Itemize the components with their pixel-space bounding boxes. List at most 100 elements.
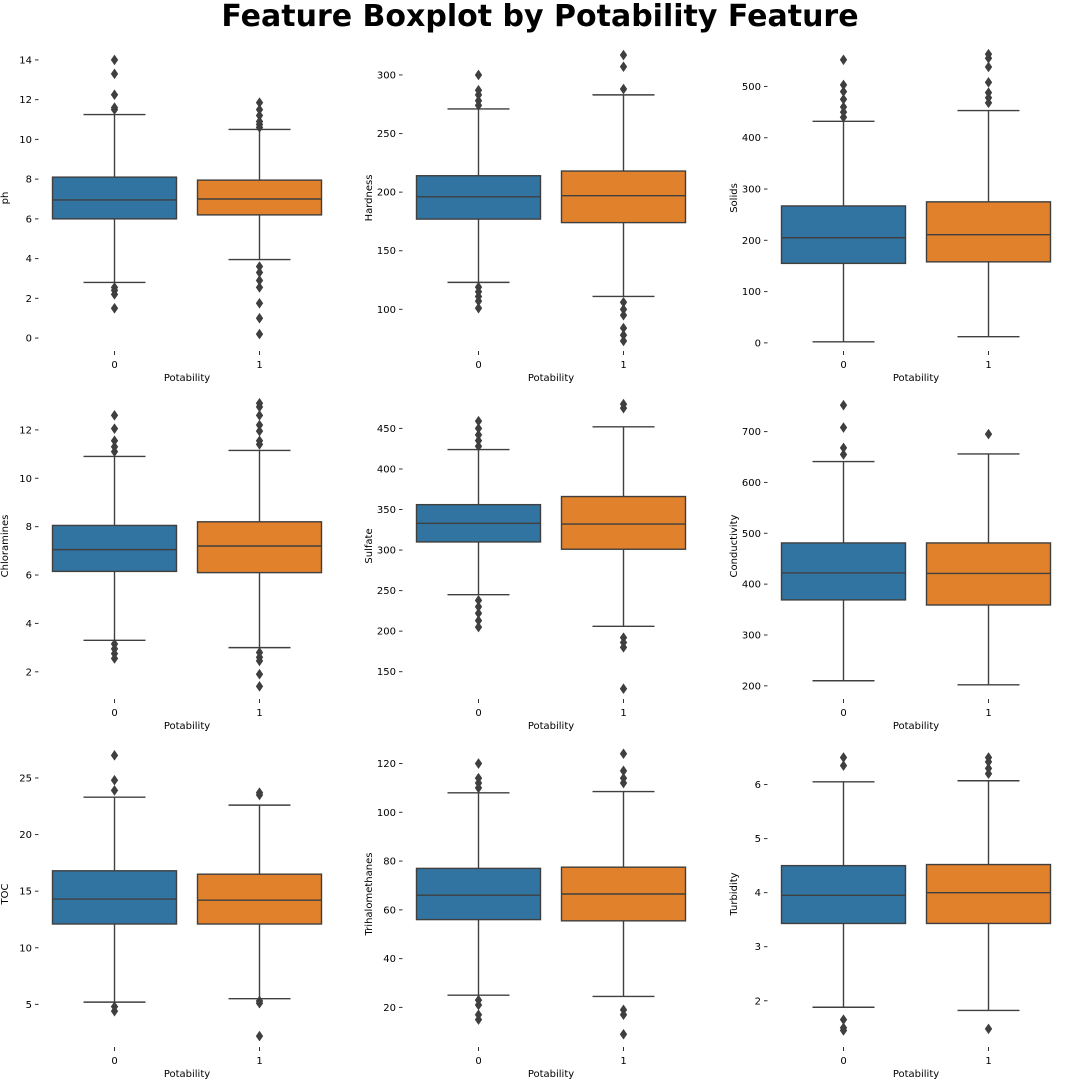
- outlier-point: [110, 302, 119, 314]
- iqr-box: [51, 524, 178, 573]
- y-tick-label: 100: [377, 808, 396, 819]
- y-tick-label: 300: [742, 630, 761, 641]
- outlier-point: [110, 102, 119, 113]
- box-0: [415, 69, 542, 314]
- y-tick-label: 350: [377, 505, 396, 516]
- outlier-point: [984, 763, 993, 774]
- outlier-point: [474, 772, 483, 784]
- y-tick-label: 60: [383, 905, 396, 916]
- box-1: [925, 428, 1052, 686]
- subplot-trihalomethanes: 20 40 60 80 100 120 Trihalomethanes 0 1 Potabilit…: [364, 748, 687, 1080]
- outlier-point: [110, 441, 119, 453]
- box-0: [51, 750, 178, 1017]
- outlier-point: [474, 758, 483, 769]
- iqr-box: [196, 873, 323, 925]
- y-tick-label: 150: [377, 246, 396, 257]
- x-tick-label: 1: [620, 360, 626, 371]
- y-tick-label: 4: [755, 888, 761, 899]
- outlier-point: [110, 68, 119, 80]
- x-tick-label: 1: [985, 708, 991, 719]
- y-axis-label: Sulfate: [364, 528, 375, 563]
- subplot-ph: 0 2 4 6 8 10 12 14 ph 0 1 Potability: [0, 54, 323, 384]
- subplot-chloramines: 2 4 6 8 10 12 Chloramines 0 1 Potability: [0, 397, 323, 732]
- outlier-point: [255, 282, 264, 293]
- x-tick-label: 1: [985, 360, 991, 371]
- outlier-point: [984, 768, 993, 780]
- outlier-point: [255, 410, 264, 421]
- subplot-conductivity: 200 300 400 500 600 700 Conductivity 0 1 Potabili…: [729, 399, 1052, 732]
- y-tick-label: 40: [383, 954, 396, 965]
- outlier-point: [474, 440, 483, 452]
- outlier-point: [839, 86, 848, 97]
- y-tick-label: 12: [19, 425, 32, 436]
- outlier-point: [839, 752, 848, 763]
- outlier-point: [255, 397, 264, 409]
- y-tick-label: 600: [742, 478, 761, 489]
- y-axis-label: Hardness: [364, 175, 375, 222]
- box-0: [415, 415, 542, 633]
- outlier-point: [984, 1023, 993, 1035]
- box-1: [196, 97, 323, 340]
- outlier-point: [255, 110, 264, 121]
- x-tick-label: 0: [840, 360, 846, 371]
- x-axis-label: Potability: [528, 721, 574, 732]
- box-0: [51, 410, 178, 664]
- outlier-point: [474, 84, 483, 96]
- outlier-point: [110, 423, 119, 434]
- y-tick-label: 120: [377, 759, 396, 770]
- outlier-point: [255, 435, 264, 447]
- x-tick-label: 1: [620, 1056, 626, 1067]
- y-tick-label: 6: [755, 780, 761, 791]
- outlier-point: [255, 328, 264, 340]
- iqr-box: [925, 863, 1052, 925]
- subplot-toc: 5 10 15 20 25 TOC 0 1 Potability: [0, 750, 323, 1080]
- outlier-point: [255, 1030, 264, 1042]
- iqr-box: [51, 176, 178, 220]
- outlier-point: [984, 77, 993, 88]
- y-tick-label: 100: [377, 305, 396, 316]
- y-tick-label: 12: [19, 95, 32, 106]
- outlier-point: [474, 95, 483, 107]
- box-0: [780, 54, 907, 343]
- outlier-point: [619, 1028, 628, 1040]
- iqr-box: [925, 201, 1052, 263]
- iqr-box: [560, 495, 687, 550]
- outlier-point: [255, 297, 264, 309]
- y-tick-label: 300: [377, 546, 396, 557]
- y-tick-label: 200: [742, 681, 761, 692]
- y-tick-label: 10: [19, 943, 32, 954]
- outlier-point: [474, 429, 483, 441]
- outlier-point: [984, 61, 993, 73]
- y-tick-label: 6: [26, 214, 32, 225]
- x-tick-label: 1: [256, 360, 262, 371]
- outlier-point: [619, 83, 628, 95]
- y-tick-label: 80: [383, 857, 396, 868]
- outlier-point: [255, 312, 264, 324]
- outlier-point: [984, 48, 993, 60]
- outlier-point: [110, 89, 119, 100]
- y-tick-label: 5: [755, 834, 761, 845]
- outlier-point: [839, 1025, 848, 1036]
- figure-title: Feature Boxplot by Potability Feature: [221, 0, 859, 34]
- x-tick-label: 0: [475, 1056, 481, 1067]
- outlier-point: [110, 435, 119, 447]
- outlier-point: [619, 309, 628, 321]
- iqr-box: [415, 867, 542, 921]
- outlier-point: [839, 79, 848, 91]
- y-tick-label: 200: [377, 627, 396, 638]
- outlier-point: [255, 419, 264, 431]
- box-1: [925, 48, 1052, 338]
- x-axis-label: Potability: [893, 373, 939, 384]
- y-tick-label: 500: [742, 529, 761, 540]
- y-tick-label: 250: [377, 129, 396, 140]
- y-axis-label: Trihalomethanes: [364, 853, 375, 937]
- outlier-point: [474, 415, 483, 427]
- outlier-point: [619, 765, 628, 777]
- y-tick-label: 400: [742, 580, 761, 591]
- outlier-point: [619, 683, 628, 695]
- iqr-box: [51, 870, 178, 925]
- y-tick-label: 2: [26, 294, 32, 305]
- outlier-point: [255, 787, 264, 798]
- outlier-point: [110, 54, 119, 66]
